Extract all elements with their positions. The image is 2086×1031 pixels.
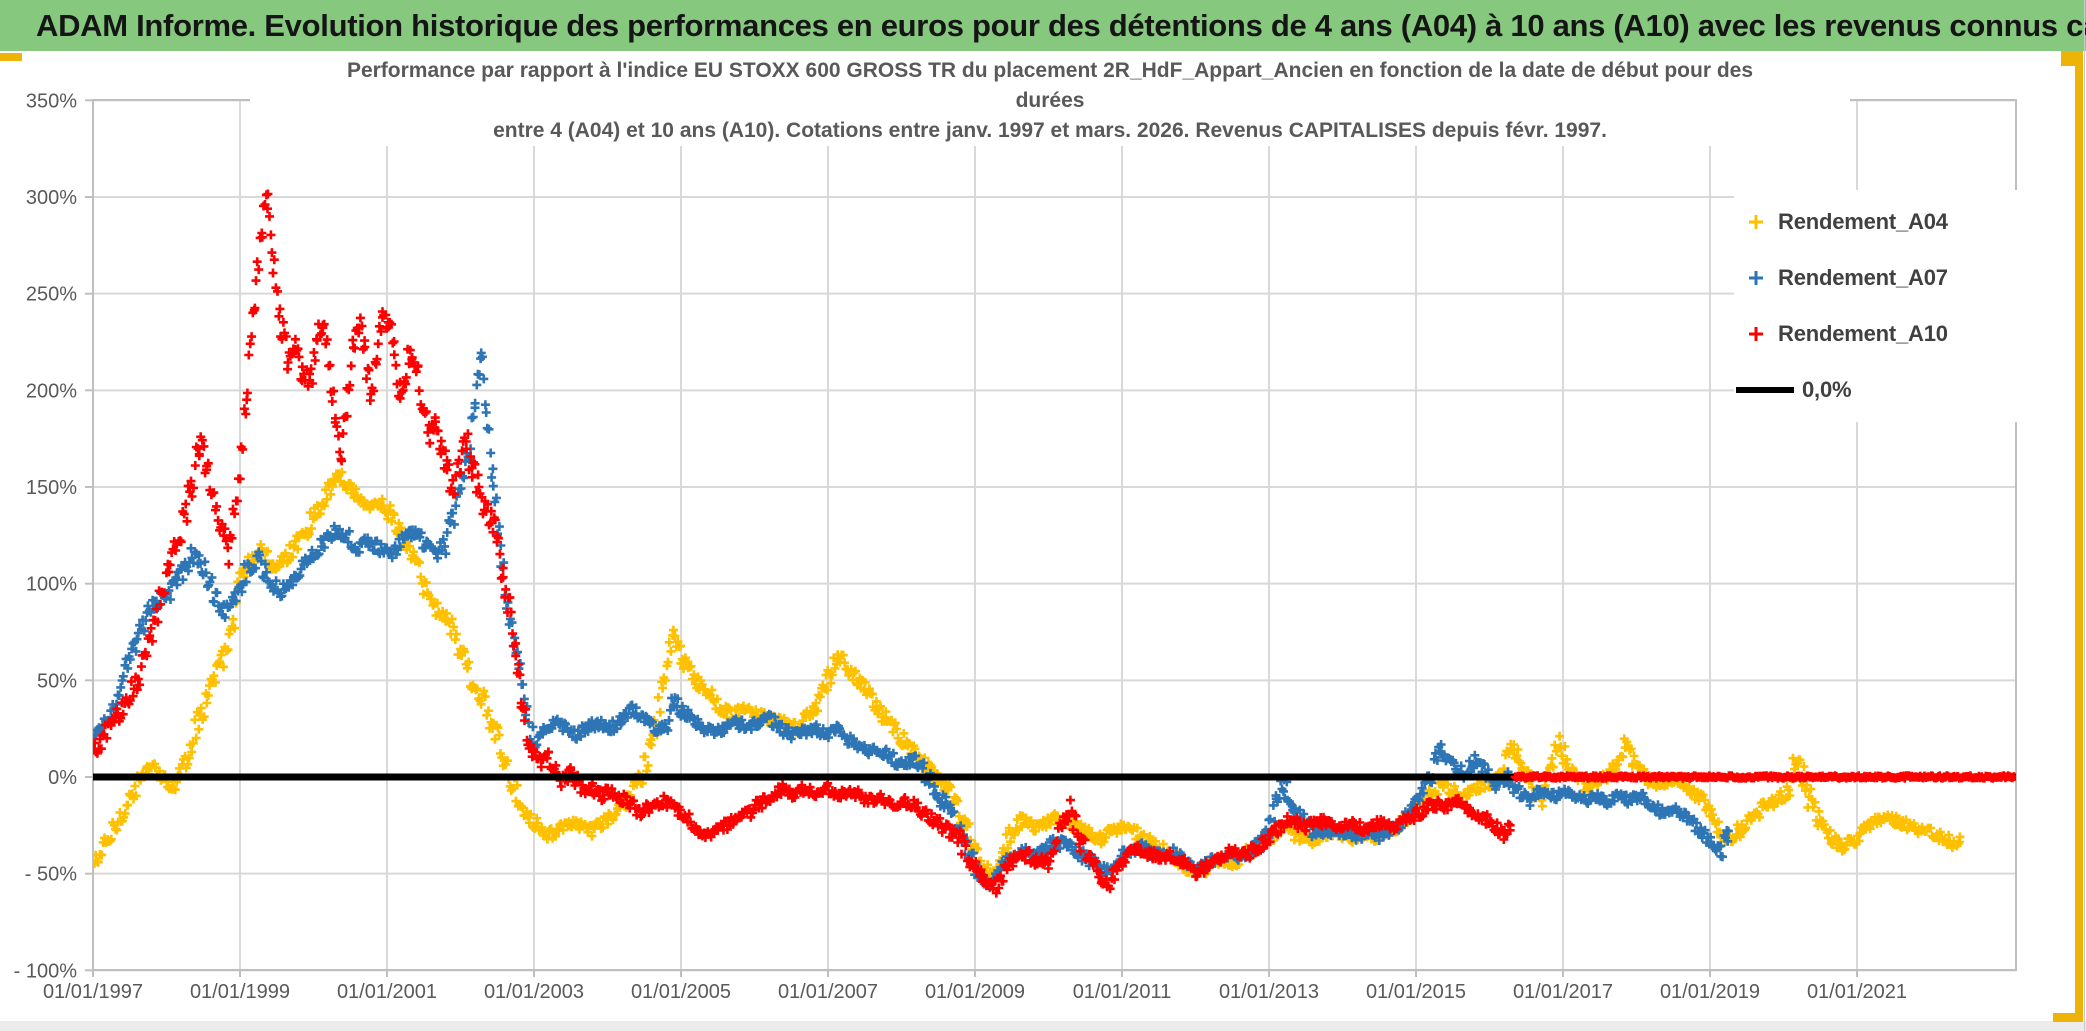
gold-frame-top-left-dash [0, 53, 22, 61]
x-axis-tick-label: 01/01/2009 [925, 981, 1025, 1003]
x-axis-tick-label: 01/01/2017 [1513, 981, 1613, 1003]
legend-label-a10: Rendement_A10 [1778, 321, 1948, 346]
legend-item-rendement-a07[interactable]: Rendement_A07 [1734, 250, 2064, 306]
x-axis-tick-label: 01/01/1997 [43, 981, 143, 1003]
series-Rendement_A10-points[interactable] [89, 189, 1515, 898]
legend-label-zero: 0,0% [1802, 377, 1852, 402]
a07-plus-marker-icon [1734, 268, 1778, 288]
x-axis-tick-label: 01/01/2019 [1660, 981, 1760, 1003]
x-axis-tick-label: 01/01/2001 [337, 981, 437, 1003]
chart-title[interactable]: Performance par rapport à l'indice EU ST… [250, 56, 1850, 146]
x-axis-tick-label: 01/01/2011 [1073, 981, 1172, 1003]
bottom-gray-strip [0, 1021, 2086, 1031]
x-axis-tick-label: 01/01/2021 [1807, 981, 1907, 1003]
chart-title-line-2: durées [1015, 89, 1085, 112]
y-axis-tick-label: - 50% [25, 864, 77, 886]
gold-frame-right-bar [2075, 51, 2083, 1022]
y-axis-tick-label: - 100% [14, 960, 78, 982]
legend-label-a04: Rendement_A04 [1778, 209, 1948, 234]
chart-legend: Rendement_A04 Rendement_A07 Rendement_A1… [1734, 190, 2064, 422]
y-axis-tick-label: 300% [26, 187, 77, 209]
zero-line-swatch-icon [1736, 387, 1794, 393]
title-banner: ADAM Informe. Evolution historique des p… [0, 0, 2086, 51]
chart-title-line-3: entre 4 (A04) et 10 ans (A10). Cotations… [493, 119, 1607, 142]
y-axis-tick-label: 0% [48, 767, 77, 789]
x-axis-tick-label: 01/01/2013 [1219, 981, 1319, 1003]
x-axis-tick-label: 01/01/2003 [484, 981, 584, 1003]
legend-item-zero-line[interactable]: 0,0% [1734, 362, 2064, 418]
x-axis-tick-label: 01/01/1999 [190, 981, 290, 1003]
gold-frame-bottom-right [2053, 1013, 2083, 1022]
x-axis-tick-label: 01/01/2007 [778, 981, 878, 1003]
y-axis-tick-label: 200% [26, 380, 77, 402]
legend-label-a07: Rendement_A07 [1778, 265, 1948, 290]
window-right-edge [2084, 0, 2085, 1031]
a10-plus-marker-icon [1734, 324, 1778, 344]
x-axis-tick-label: 01/01/2015 [1366, 981, 1466, 1003]
banner-title: ADAM Informe. Evolution historique des p… [36, 8, 2086, 43]
a04-plus-marker-icon [1734, 212, 1778, 232]
chart-title-line-1: Performance par rapport à l'indice EU ST… [346, 59, 1754, 82]
y-axis-tick-label: 50% [37, 670, 77, 692]
a10-zero-segment-points[interactable] [1510, 771, 2019, 783]
y-axis-tick-label: 100% [26, 574, 77, 596]
y-axis-tick-label: 250% [26, 284, 77, 306]
legend-item-rendement-a04[interactable]: Rendement_A04 [1734, 194, 2064, 250]
x-axis-tick-label: 01/01/2005 [631, 981, 731, 1003]
y-axis-tick-label: 350% [26, 90, 77, 112]
legend-item-rendement-a10[interactable]: Rendement_A10 [1734, 306, 2064, 362]
y-axis-tick-label: 150% [26, 477, 77, 499]
